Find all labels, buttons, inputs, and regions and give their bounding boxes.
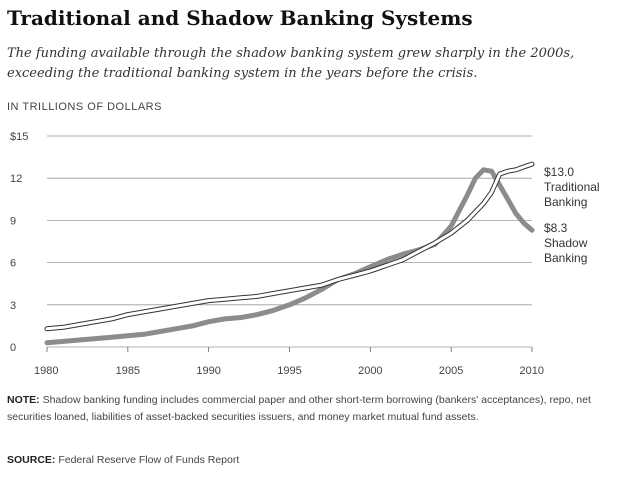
- series-name-label: Traditional: [544, 180, 600, 194]
- x-tick-label: 1985: [116, 365, 140, 377]
- x-axis-ticks: 1980 1985 1990 1995 2000 2005 2010: [34, 347, 544, 377]
- y-axis-ticks: 0 3 6 9 12 $15: [10, 131, 28, 354]
- chart-note: NOTE: Shadow banking funding includes co…: [7, 392, 607, 426]
- series-lines: [44, 161, 535, 346]
- x-tick-label: 2005: [439, 365, 463, 377]
- series-name-label: Banking: [544, 195, 587, 209]
- chart-title: Traditional and Shadow Banking Systems: [7, 6, 473, 30]
- y-tick-label: 6: [10, 258, 16, 270]
- series-end-value: $13.0: [544, 165, 574, 179]
- chart-source: SOURCE: Federal Reserve Flow of Funds Re…: [7, 452, 607, 469]
- y-tick-label: 9: [10, 215, 16, 227]
- x-tick-label: 1995: [277, 365, 301, 377]
- x-tick-label: 2010: [520, 365, 544, 377]
- y-tick-label: 0: [10, 342, 16, 354]
- series-line-shadow-banking: [44, 167, 535, 346]
- series-name-label: Shadow: [544, 236, 588, 250]
- x-tick-label: 2000: [358, 365, 382, 377]
- series-line-traditional-banking: [45, 162, 534, 331]
- source-label: SOURCE:: [7, 454, 56, 466]
- y-tick-label: 12: [10, 173, 22, 185]
- note-label: NOTE:: [7, 394, 40, 406]
- x-tick-label: 1990: [196, 365, 220, 377]
- source-text: Federal Reserve Flow of Funds Report: [58, 454, 240, 466]
- note-text: Shadow banking funding includes commerci…: [7, 394, 591, 423]
- y-tick-label: 3: [10, 300, 16, 312]
- units-label: IN TRILLIONS OF DOLLARS: [7, 101, 162, 113]
- series-end-value: $8.3: [544, 221, 568, 235]
- y-tick-label: $15: [10, 131, 28, 143]
- x-tick-label: 1980: [34, 365, 58, 377]
- series-name-label: Banking: [544, 251, 587, 265]
- chart-subtitle: The funding available through the shadow…: [7, 46, 575, 81]
